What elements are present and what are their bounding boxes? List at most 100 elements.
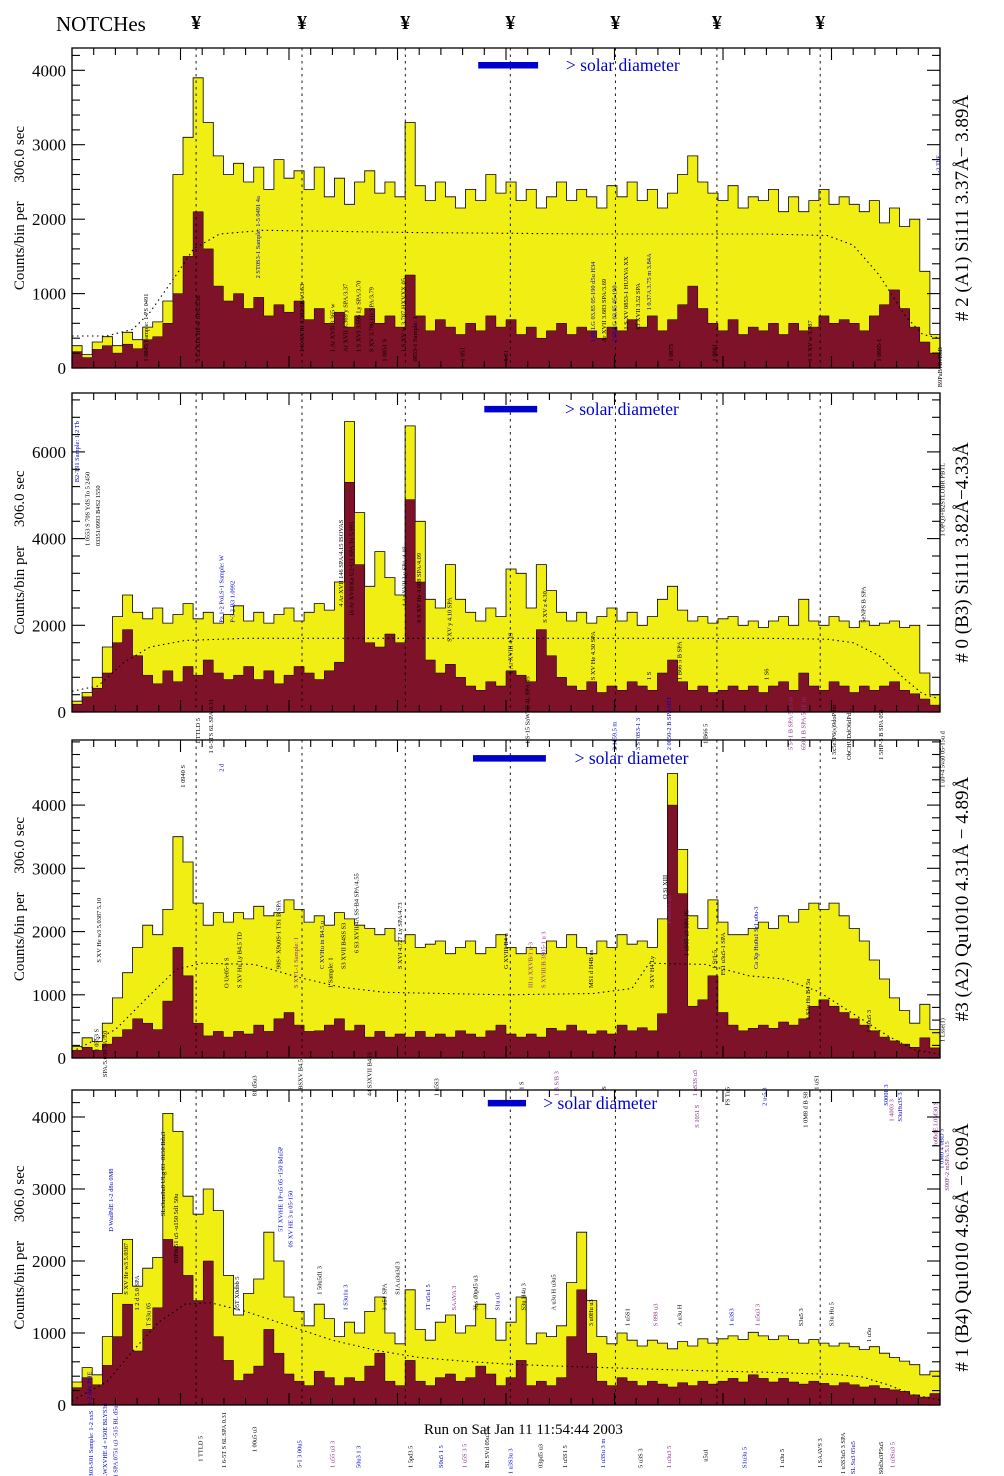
notch-symbol: ¥ xyxy=(297,12,308,34)
line-id-annotation: 1 u3Su3 5 xyxy=(889,1442,896,1468)
line-id-annotation: SLs3um0u8 ULg 03 -0150 Bdu3 xyxy=(160,1132,167,1216)
solar-diameter-legend-label: > solar diameter xyxy=(565,399,679,419)
line-id-annotation: 81 d5u3 xyxy=(251,1075,258,1096)
line-id-annotation: 1 0845 Sample: 1 PS 0491 xyxy=(143,294,150,362)
line-id-annotation: 1 u5S3 xyxy=(434,1078,441,1096)
line-id-annotation: 1-2 TbF xyxy=(935,155,942,176)
line-id-annotation: 03P0u51 u5 -u150 5d1 50u xyxy=(173,1193,180,1263)
panel-2-ylabel: Counts/bin per 306.0 sec xyxy=(12,470,28,635)
line-id-annotation: 1 u0+4 5va0 05-15u d xyxy=(940,730,947,787)
line-id-annotation: 1 SAAVS 3 xyxy=(817,1438,824,1468)
line-id-annotation: 1 u5S 3 5 xyxy=(461,1444,468,1468)
line-id-annotation: 1 0851 S xyxy=(382,338,389,361)
y-tick-label: 2000 xyxy=(32,210,66,229)
line-id-annotation: 1T u5u1 5 xyxy=(425,1284,432,1310)
line-id-annotation: 1 S xyxy=(519,1081,526,1090)
line-id-annotation: S xyxy=(601,1086,608,1090)
line-id-annotation: S0d3u3P5u5 xyxy=(878,1442,885,1475)
line-id-annotation: 1 Ca XIX He-w SPA/3.38 xyxy=(195,295,202,361)
line-id-annotation: 3Ls d0pd5 u3 xyxy=(473,1275,480,1310)
line-id-annotation: T S3u 05 xyxy=(145,1303,152,1326)
notch-symbol: ¥ xyxy=(711,12,722,34)
notch-symbol: ¥ xyxy=(505,12,516,34)
line-id-annotation: S 1051 S xyxy=(694,1104,701,1128)
line-id-annotation: C XVHu in B4.5 u xyxy=(319,920,326,969)
line-id-annotation: 2 0850-2 B SPA/05T xyxy=(666,697,673,751)
panel-3-total-histogram xyxy=(71,773,941,1059)
line-id-annotation: 1 50u5d1 3 xyxy=(316,1266,323,1295)
panel-1-title: # 2 (A1) Si111 3.37Å− 3.89Å xyxy=(952,94,973,322)
line-id-annotation: 1 B66 5 B SPA xyxy=(677,641,684,680)
notches-label: NOTCHes xyxy=(56,12,146,36)
solar-diameter-legend-label: > solar diameter xyxy=(575,748,689,768)
y-tick-label: 4000 xyxy=(32,796,66,815)
line-id-annotation: 0853-1 Sample: 1 xyxy=(412,316,419,361)
solar-diameter-legend-bar xyxy=(484,405,538,413)
line-id-annotation: 03pd5 u3 xyxy=(538,1444,545,1468)
line-id-annotation: S3u H4u 3 xyxy=(520,1283,527,1310)
line-id-annotation: 90S+ X9u0S-1 TS1 B SPA xyxy=(276,900,283,969)
line-id-annotation: S3u5 3 xyxy=(798,1308,805,1326)
line-id-annotation: 1 S6 xyxy=(763,669,770,681)
line-id-annotation: 1 S xyxy=(646,671,653,680)
line-id-annotation: 650 1 B SPA/5.1E m xyxy=(801,697,808,750)
line-id-annotation: 1 u3u 5 xyxy=(779,1449,786,1468)
line-id-annotation: 3 ST0S3-1 3 xyxy=(635,718,642,750)
y-tick-label: 3000 xyxy=(32,1180,66,1199)
line-id-annotation: 1 0M8 d B S8 xyxy=(803,1092,810,1128)
line-id-annotation: 1 u05S3 u3 xyxy=(666,895,673,924)
line-id-annotation: O Ue05-1 S xyxy=(224,957,231,988)
line-id-annotation: S0u5 1 5 xyxy=(438,1445,445,1468)
line-id-annotation: S XV z 4.30 xyxy=(542,591,549,622)
line-id-annotation: S3u Hu 5 xyxy=(829,1302,836,1326)
notch-symbol: ¥ xyxy=(191,12,202,34)
line-id-annotation: 1 u5u3 3 xyxy=(755,1304,762,1326)
line-id-annotation: S XV He w3 5.0387 xyxy=(123,1242,130,1295)
line-id-annotation: 0S XV HE 3 u 05-150 xyxy=(288,1191,295,1248)
y-tick-label: 1000 xyxy=(32,285,66,304)
line-id-annotation: 1 Ar XVIII 4.19 xyxy=(507,633,514,674)
y-tick-label: 2000 xyxy=(32,616,66,635)
y-tick-label: 0 xyxy=(58,1396,67,1415)
y-tick-label: 0 xyxy=(58,1049,67,1068)
line-id-annotation: LWXVHE d =150E BLYS3u xyxy=(102,1402,109,1476)
line-id-annotation: S XVI 4.727 Ly SPA/4.73 xyxy=(397,902,404,969)
run-timestamp: Run on Sat Jan 11 11:54:44 2003 xyxy=(424,1422,623,1438)
line-id-annotation: 1 S3u1u 3 xyxy=(342,1285,349,1311)
panel-4-title: # 1 (B4) Qu1010 4.96Å − 6.09Å xyxy=(952,1123,973,1372)
line-id-annotation: 1 u3S3u5 3 SPA xyxy=(840,1432,847,1474)
line-id-annotation: 1 051 xyxy=(460,347,467,361)
notch-symbol: ¥ xyxy=(610,12,621,34)
line-id-annotation: 1 4003 3 xyxy=(888,1099,895,1121)
line-id-annotation: 1 6-5TS 6L SPA 0.31 xyxy=(208,699,215,753)
line-id-annotation: Ca Xp Hu0u1 Sr1 u0u-3 xyxy=(753,907,760,969)
y-tick-label: 2000 xyxy=(32,923,66,942)
line-id-annotation: 1 0.37A 3.75 m 3.84A xyxy=(646,253,653,310)
line-id-annotation: 16 Ar XVII/Ka U2-U1 SPA To 5.995 xyxy=(349,522,356,617)
line-id-annotation: S00F-2 mSPA/5.15 xyxy=(944,1141,951,1191)
line-id-annotation: 2 d xyxy=(218,763,225,772)
line-id-annotation: Ar XVII 3.683 SPA/3.69 xyxy=(601,279,608,343)
line-id-annotation: S 898 u3 xyxy=(652,1304,659,1327)
line-id-annotation: 1 u3S3 xyxy=(729,1308,736,1326)
line-id-annotation: 1 OPQ3+B2STLOBR PBTL xyxy=(940,463,947,537)
line-id-annotation: 1 u3Su 3 m xyxy=(600,1439,607,1468)
line-id-annotation: SAAVA 3 xyxy=(451,1286,458,1311)
solar-diameter-legend-bar xyxy=(473,755,546,762)
line-id-annotation: 4 Ar XVII Ly SPA/4.19 xyxy=(401,546,408,606)
y-tick-label: 4000 xyxy=(32,530,66,549)
y-tick-label: 1000 xyxy=(32,1324,66,1343)
line-id-annotation: 1 S1 xyxy=(503,350,510,362)
line-id-annotation: S3 XVII B4SS S3 xyxy=(341,923,348,969)
panel-4-exposure-curve xyxy=(71,1302,941,1402)
line-id-annotation: 1 S XV w 3.787 xyxy=(807,320,814,362)
line-id-annotation: III u XXVB/1 u-3 xyxy=(527,942,534,988)
line-id-annotation: 1 0553 S xyxy=(93,1028,100,1051)
line-id-annotation: Pa 1-2 PoLS-1 Sample: W xyxy=(218,554,225,623)
solar-diameter-legend-bar xyxy=(487,1099,526,1107)
line-id-annotation: 3 u0Hu u3 xyxy=(588,1299,595,1326)
line-id-annotation: G XVIII B4 u xyxy=(503,933,510,969)
line-id-annotation: S XV y 4.10 SPA xyxy=(447,597,454,642)
line-id-annotation: S1u3u 5 xyxy=(742,1447,749,1468)
